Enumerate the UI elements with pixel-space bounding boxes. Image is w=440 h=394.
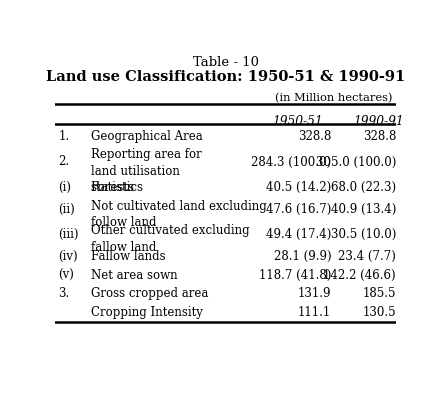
Text: Other cultivated excluding
fallow land: Other cultivated excluding fallow land	[91, 225, 249, 254]
Text: 68.0 (22.3): 68.0 (22.3)	[331, 181, 396, 194]
Text: 1.: 1.	[59, 130, 70, 143]
Text: (in Million hectares): (in Million hectares)	[275, 93, 392, 104]
Text: 28.1 (9.9): 28.1 (9.9)	[274, 250, 331, 263]
Text: (i): (i)	[59, 181, 71, 194]
Text: 111.1: 111.1	[298, 306, 331, 319]
Text: 47.6 (16.7): 47.6 (16.7)	[266, 203, 331, 216]
Text: Forests: Forests	[91, 181, 135, 194]
Text: 328.8: 328.8	[298, 130, 331, 143]
Text: (iii): (iii)	[59, 228, 79, 241]
Text: Net area sown: Net area sown	[91, 269, 177, 282]
Text: 328.8: 328.8	[363, 130, 396, 143]
Text: Table - 10: Table - 10	[193, 56, 259, 69]
Text: 142.2 (46.6): 142.2 (46.6)	[323, 269, 396, 282]
Text: 40.5 (14.2): 40.5 (14.2)	[266, 181, 331, 194]
Text: (ii): (ii)	[59, 203, 75, 216]
Text: 1950-51: 1950-51	[272, 115, 323, 128]
Text: 1990-91: 1990-91	[354, 115, 404, 128]
Text: 40.9 (13.4): 40.9 (13.4)	[330, 203, 396, 216]
Text: 284.3 (100.0): 284.3 (100.0)	[251, 156, 331, 169]
Text: 131.9: 131.9	[298, 288, 331, 301]
Text: 23.4 (7.7): 23.4 (7.7)	[338, 250, 396, 263]
Text: Reporting area for
land utilisation
statistics: Reporting area for land utilisation stat…	[91, 148, 202, 194]
Text: 305.0 (100.0): 305.0 (100.0)	[315, 156, 396, 169]
Text: 30.5 (10.0): 30.5 (10.0)	[330, 228, 396, 241]
Text: 2.: 2.	[59, 156, 70, 169]
Text: 185.5: 185.5	[363, 288, 396, 301]
Text: Cropping Intensity: Cropping Intensity	[91, 306, 203, 319]
Text: Land use Classification: 1950-51 & 1990-91: Land use Classification: 1950-51 & 1990-…	[46, 70, 405, 84]
Text: Not cultivated land excluding
follow land: Not cultivated land excluding follow lan…	[91, 200, 267, 229]
Text: Fallow lands: Fallow lands	[91, 250, 165, 263]
Text: Gross cropped area: Gross cropped area	[91, 288, 208, 301]
Text: (v): (v)	[59, 269, 74, 282]
Text: 3.: 3.	[59, 288, 70, 301]
Text: 49.4 (17.4): 49.4 (17.4)	[266, 228, 331, 241]
Text: (iv): (iv)	[59, 250, 78, 263]
Text: Geographical Area: Geographical Area	[91, 130, 202, 143]
Text: 118.7 (41.8): 118.7 (41.8)	[259, 269, 331, 282]
Text: 130.5: 130.5	[363, 306, 396, 319]
